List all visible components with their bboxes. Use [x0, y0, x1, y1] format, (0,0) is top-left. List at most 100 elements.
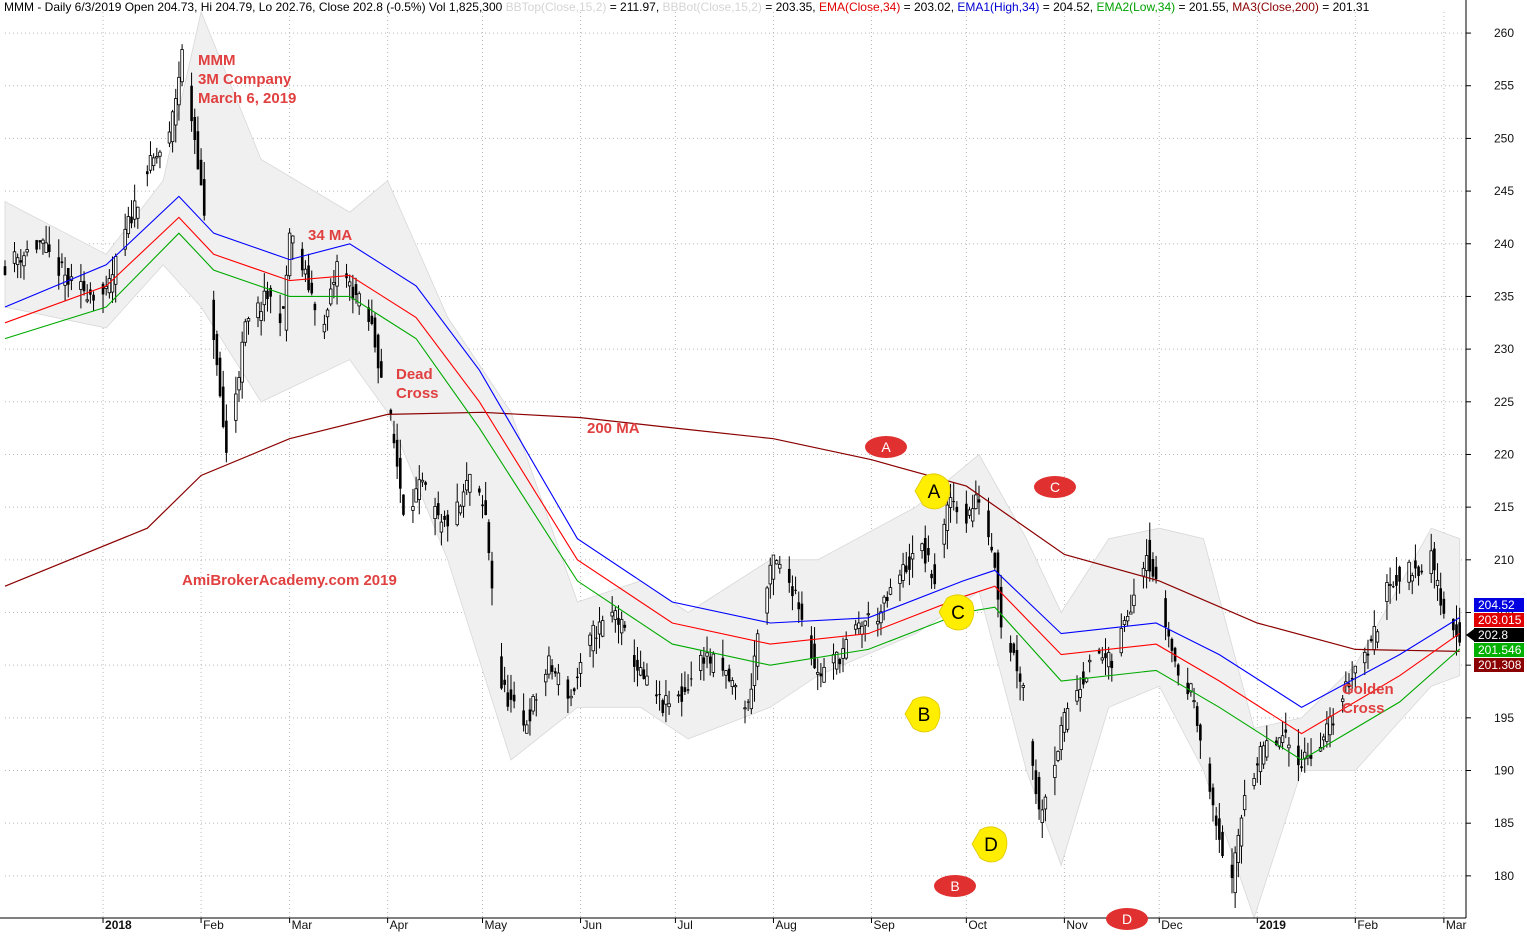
candle-body-down: [1391, 586, 1395, 588]
candle-body-down: [484, 500, 487, 515]
candle-body-down: [506, 692, 510, 707]
candle-body-down: [398, 457, 402, 489]
yellow-marker-A: [914, 473, 951, 510]
candle-body-down: [1214, 815, 1218, 826]
candle-body-up: [41, 239, 45, 244]
header-segment-0: MMM - Daily 6/3/2019 Open 204.73, Hi 204…: [4, 0, 506, 14]
x-tick-label: Aug: [775, 918, 796, 932]
candle-body-up: [778, 564, 782, 569]
candle-body-down: [572, 688, 576, 692]
candle-body-down: [424, 482, 427, 485]
candle-body-up: [910, 553, 915, 560]
candle-body-down: [1167, 629, 1171, 637]
x-tick-label: Feb: [1357, 918, 1378, 932]
x-tick-label: 2018: [105, 918, 132, 932]
candle-body-up: [1100, 657, 1105, 661]
candle-body-down: [996, 552, 1000, 600]
candle-body-up: [287, 232, 292, 277]
candle-body-up: [151, 157, 156, 167]
candle-body-down: [512, 694, 516, 702]
candle-body-up: [676, 694, 681, 697]
candle-body-up: [853, 624, 858, 630]
candle-body-up: [1429, 550, 1433, 575]
y-tick-label: 180: [1494, 869, 1514, 883]
candle-body-down: [221, 386, 225, 428]
candle-body-up: [882, 596, 886, 604]
annotations: MMM 3M Company March 6, 2019 34 MA Dead Cross…: [182, 52, 1394, 930]
candle-body-up: [765, 587, 769, 614]
candle-body-down: [199, 159, 203, 186]
y-tick-label: 235: [1494, 289, 1514, 303]
candle-body-down: [680, 686, 684, 702]
candle-body-up: [148, 155, 153, 171]
x-tick-label: Jun: [583, 918, 602, 932]
candle-body-down: [1300, 766, 1303, 769]
candle-body-up: [1122, 620, 1127, 625]
x-tick-label: May: [485, 918, 508, 932]
candle-body-up: [246, 318, 251, 322]
y-tick-label: 240: [1494, 237, 1514, 251]
candle-body-down: [1309, 754, 1313, 759]
candle-body-down: [791, 586, 794, 597]
candle-body-up: [591, 624, 595, 652]
header-segment-7: EMA1(High,34): [957, 0, 1039, 14]
candle-body-up: [860, 625, 864, 635]
candle-body-down: [952, 501, 956, 503]
candle-body-up: [1062, 712, 1067, 733]
candle-body-down: [307, 265, 310, 291]
candle-body-up: [749, 688, 754, 710]
candle-body-down: [446, 514, 450, 527]
candle-body-up: [243, 321, 248, 343]
candle-body-down: [683, 687, 687, 692]
bollinger-band-area: [4, 10, 1461, 920]
header-segment-2: = 211.97,: [606, 0, 662, 14]
y-tick-label: 250: [1494, 131, 1514, 145]
y-tick-label: 185: [1494, 816, 1514, 830]
candle-body-up: [1233, 852, 1237, 894]
candle-body-down: [310, 282, 314, 294]
candle-body-down: [38, 240, 42, 243]
candle-body-down: [661, 700, 665, 714]
candle-body-up: [876, 620, 880, 625]
value-label-box: [1474, 613, 1524, 627]
candle-body-down: [1218, 818, 1221, 840]
candle-body-down: [908, 556, 911, 570]
candle-body-up: [167, 131, 172, 144]
candle-body-up: [970, 508, 975, 522]
x-tick-label: Dec: [1161, 918, 1182, 932]
value-label-box: [1474, 643, 1524, 657]
y-tick-label: 260: [1494, 26, 1514, 40]
candle-body-down: [487, 522, 491, 554]
candle-body-up: [619, 619, 624, 634]
candle-body-down: [443, 515, 446, 520]
candle-body-up: [1287, 744, 1291, 749]
candle-body-up: [79, 281, 83, 290]
candle-body-up: [1119, 628, 1124, 654]
candle-body-up: [411, 506, 415, 511]
yellow-marker-label: A: [928, 482, 941, 503]
candle-body-up: [455, 501, 459, 526]
candle-body-down: [838, 658, 842, 665]
candle-body-down: [990, 546, 993, 551]
candle-body-up: [15, 257, 20, 266]
candle-body-up: [22, 255, 26, 267]
candle-body-up: [262, 290, 267, 306]
candle-body-up: [1059, 725, 1063, 751]
value-label-text: 204.52: [1478, 598, 1515, 612]
y-tick-label: 245: [1494, 184, 1514, 198]
candle-body-down: [787, 568, 791, 583]
candle-body-down: [1230, 864, 1234, 879]
candle-body-up: [325, 309, 330, 318]
ma200-line: [4, 411, 1460, 652]
candle-body-down: [658, 694, 661, 696]
candle-body-down: [965, 503, 968, 524]
candle-body-up: [771, 554, 776, 580]
candle-body-down: [60, 261, 64, 264]
chart-header: MMM - Daily 6/3/2019 Open 204.73, Hi 204…: [4, 0, 1370, 14]
candle-body-up: [1239, 817, 1244, 847]
candle-body-up: [458, 505, 463, 514]
candle-body-up: [63, 274, 67, 286]
value-label-text: 202.8: [1478, 628, 1508, 642]
candle-body-down: [1154, 566, 1158, 580]
